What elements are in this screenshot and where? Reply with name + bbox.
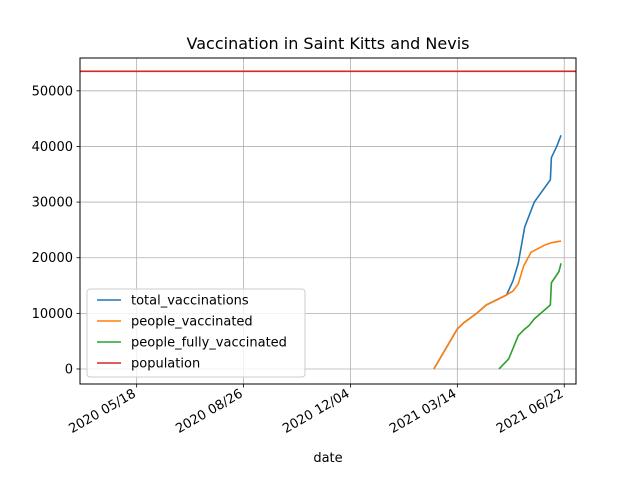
plot-frame [79,57,577,385]
series-lines [80,70,576,370]
legend-entry-label: people_fully_vaccinated [131,336,287,351]
legend-entry-label: people_vaccinated [131,315,253,330]
chart-title: Vaccination in Saint Kitts and Nevis [187,34,470,53]
x-axis-label: date [313,451,342,466]
legend: total_vaccinations people_vaccinatedpeopl… [86,288,306,378]
y-tick-label: 50000 [32,84,73,99]
y-tick-label: 30000 [32,196,73,211]
y-axis: 0 10000 20000 30000 40000 50000 [32,84,80,377]
legend-box [86,288,306,378]
y-tick-label: 40000 [32,140,73,155]
legend-entry-label: population [131,357,200,372]
y-tick-label: 0 [65,362,73,377]
series-line-people-fully-vaccinated [498,263,562,370]
y-tick-label: 10000 [32,307,73,322]
series-line-people-vaccinated [433,240,562,370]
y-tick-label: 20000 [32,251,73,266]
legend-entry-label: total_vaccinations [131,294,249,309]
